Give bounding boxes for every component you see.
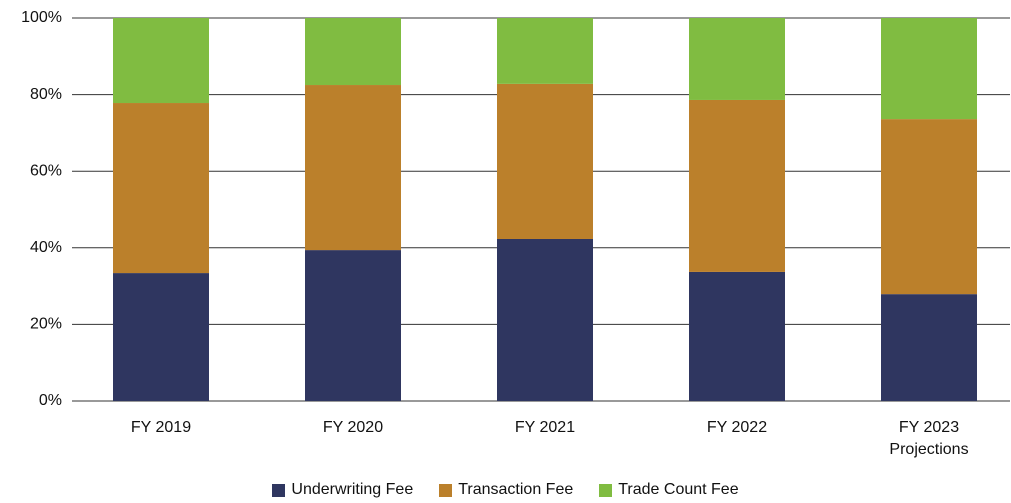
legend-item: Underwriting Fee (272, 481, 413, 499)
plot: 0% 20% 40% 60% 80% 100% (21, 9, 1010, 409)
bar-segment (881, 119, 977, 295)
y-tick-label: 60% (30, 162, 62, 179)
bar-segment (497, 83, 593, 239)
bar-segment (689, 271, 785, 401)
legend-label: Underwriting Fee (291, 481, 414, 498)
legend-item: Trade Count Fee (599, 481, 739, 499)
bar-segment (305, 85, 401, 251)
y-tick-label: 0% (39, 392, 62, 409)
legend-swatch (272, 483, 286, 497)
y-tick-label: 80% (30, 86, 62, 103)
y-tick-label: 40% (30, 239, 62, 256)
legend-label: Transaction Fee (458, 481, 574, 498)
legend-swatch (439, 483, 453, 497)
legend: Underwriting Fee Transaction Fee Trade Cou… (0, 481, 1011, 499)
bar-segment (497, 238, 593, 401)
bar-segment (497, 18, 593, 84)
legend-label: Trade Count Fee (618, 481, 739, 498)
bar-segment (689, 18, 785, 100)
x-tick-label: FY 2019 (130, 419, 192, 436)
bar-segment (305, 250, 401, 401)
bar-segment (305, 18, 401, 86)
legend-swatch (599, 483, 613, 497)
bar-segment (881, 294, 977, 401)
x-tick-label: FY 2022 (706, 419, 768, 436)
x-tick-label: FY 2023 Projections (889, 419, 969, 458)
bar-segment (881, 18, 977, 120)
y-tick-label: 20% (30, 316, 62, 333)
bar-segment (113, 18, 209, 104)
bar-segment (689, 99, 785, 272)
x-tick-label: FY 2020 (322, 419, 384, 436)
bar-segment (113, 273, 209, 401)
legend-item: Transaction Fee (439, 481, 573, 499)
bar-segment (113, 103, 209, 274)
y-tick-label: 100% (21, 9, 62, 26)
x-tick-label: FY 2021 (514, 419, 576, 436)
